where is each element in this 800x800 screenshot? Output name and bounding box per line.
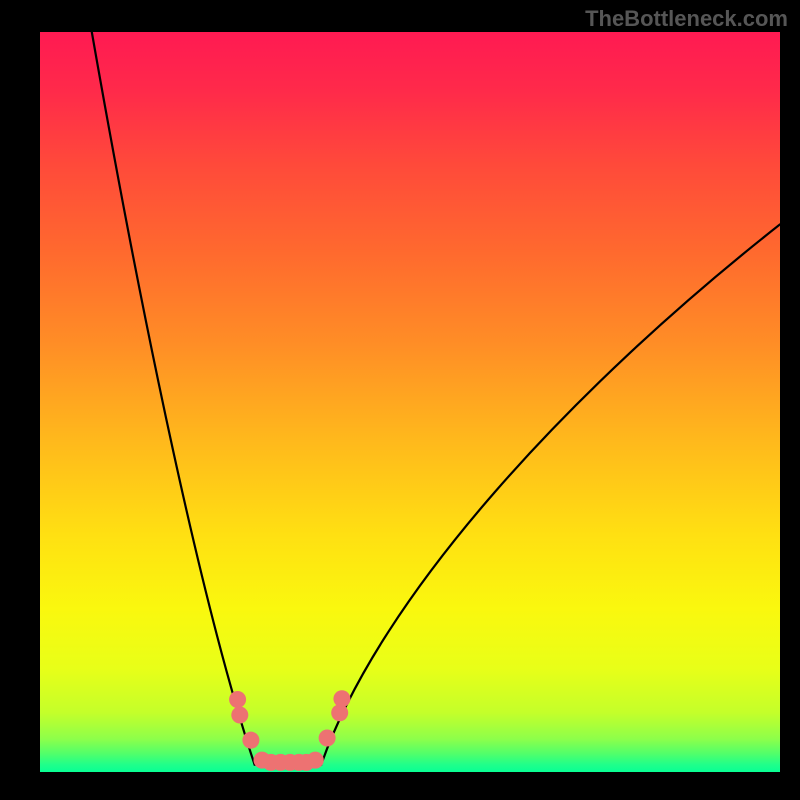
chart-svg: [40, 32, 780, 772]
data-marker: [319, 729, 336, 746]
data-marker: [307, 752, 324, 769]
data-marker: [229, 691, 246, 708]
data-marker: [242, 732, 259, 749]
chart-plot-area: [40, 32, 780, 772]
gradient-background: [40, 32, 780, 772]
data-marker: [333, 690, 350, 707]
watermark-label: TheBottleneck.com: [585, 6, 788, 32]
data-marker: [231, 707, 248, 724]
